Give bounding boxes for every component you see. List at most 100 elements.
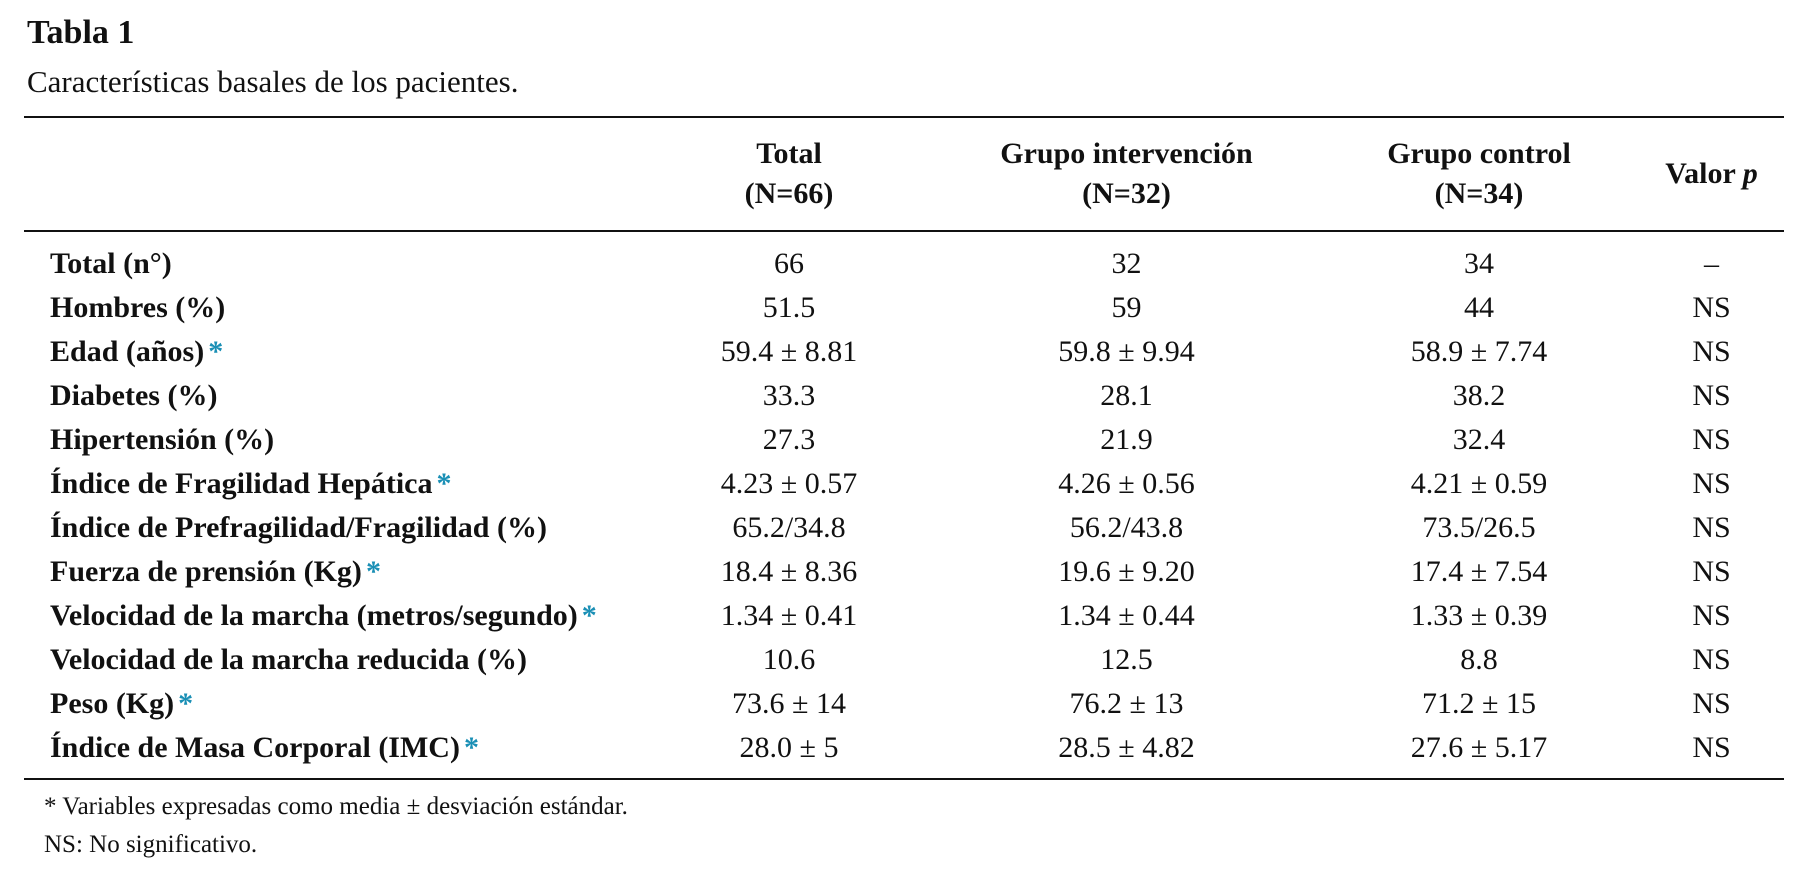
row-label: Índice de Fragilidad Hepática <box>50 467 433 500</box>
header-cell-p-value: Valor p <box>1639 118 1784 230</box>
value-total: 73.6 ± 14 <box>732 687 846 720</box>
footnote-marker: * <box>436 467 452 500</box>
header-cell-total: Total (N=66) <box>644 118 934 230</box>
row-label: Peso (Kg) <box>50 687 175 720</box>
table-row: Total (n°) 66 32 34 – <box>24 232 1784 286</box>
value-intervention: 59 <box>1111 291 1142 324</box>
row-label-cell: Velocidad de la marcha reducida (%) <box>24 638 644 682</box>
row-label: Índice de Masa Corporal (IMC) <box>50 731 460 764</box>
header-total-line1: Total <box>756 137 822 170</box>
row-label-cell: Fuerza de prensión (Kg) * <box>24 550 644 594</box>
value-control: 17.4 ± 7.54 <box>1410 555 1548 588</box>
footnote-marker: * <box>178 687 194 720</box>
row-label: Edad (años) <box>50 335 205 368</box>
value-intervention: 21.9 <box>1100 423 1153 456</box>
header-row: Total (N=66) Grupo intervención (N=32) G… <box>24 118 1784 230</box>
row-label: Diabetes (%) <box>50 379 218 412</box>
value-control: 34 <box>1464 247 1494 280</box>
value-control: 4.21 ± 0.59 <box>1410 467 1548 500</box>
header-intervention-line1: Grupo intervención <box>1000 137 1253 170</box>
row-label-cell: Índice de Masa Corporal (IMC) * <box>24 726 644 778</box>
table-row: Fuerza de prensión (Kg) * 18.4 ± 8.36 19.6 … <box>24 550 1784 594</box>
value-control: 32.4 <box>1452 423 1506 456</box>
value-p: NS <box>1692 379 1731 412</box>
row-label-cell: Índice de Prefragilidad/Fragilidad (%) <box>24 506 644 550</box>
value-p: NS <box>1692 643 1731 676</box>
row-label-cell: Hombres (%) <box>24 286 644 330</box>
value-total: 33.3 <box>762 379 816 412</box>
table-row: Índice de Prefragilidad/Fragilidad (%) 65… <box>24 506 1784 550</box>
value-intervention: 28.1 <box>1100 379 1153 412</box>
value-p: NS <box>1692 687 1731 720</box>
value-intervention: 32 <box>1111 247 1142 280</box>
header-control-line2: (N=34) <box>1434 177 1524 210</box>
value-intervention: 19.6 ± 9.20 <box>1058 555 1195 588</box>
value-control: 71.2 ± 15 <box>1422 687 1536 720</box>
header-control-line1: Grupo control <box>1387 137 1571 170</box>
row-label: Total (n°) <box>50 247 172 280</box>
bottom-rule <box>24 778 1784 780</box>
value-p: – <box>1704 247 1719 280</box>
header-total-line2: (N=66) <box>744 177 834 210</box>
footnote-marker: * <box>581 599 597 632</box>
value-total: 27.3 <box>762 423 816 456</box>
row-label-cell: Total (n°) <box>24 232 644 286</box>
footnote-marker: * <box>365 555 381 588</box>
header-cell-control: Grupo control (N=34) <box>1319 118 1639 230</box>
table-row: Índice de Masa Corporal (IMC) * 28.0 ± 5 28… <box>24 726 1784 778</box>
footnote-marker: * <box>208 335 224 368</box>
footnotes: * Variables expresadas como media ± desv… <box>27 788 1787 864</box>
table-row: Hipertensión (%) 27.3 21.9 32.4 NS <box>24 418 1784 462</box>
value-total: 51.5 <box>762 291 816 324</box>
value-total: 18.4 ± 8.36 <box>720 555 858 588</box>
footnote-2: NS: No significativo. <box>44 831 258 858</box>
row-label-cell: Velocidad de la marcha (metros/segundo) * <box>24 594 644 638</box>
header-cell-label <box>24 118 644 230</box>
row-label: Hombres (%) <box>50 291 226 324</box>
footnote-1: * Variables expresadas como media ± desv… <box>44 793 628 820</box>
table-row: Edad (años) * 59.4 ± 8.81 59.8 ± 9.94 58.9 ±… <box>24 330 1784 374</box>
value-total: 59.4 ± 8.81 <box>720 335 858 368</box>
value-p: NS <box>1692 511 1731 544</box>
value-intervention: 76.2 ± 13 <box>1069 687 1184 720</box>
table-row: Índice de Fragilidad Hepática * 4.23 ± 0.5… <box>24 462 1784 506</box>
value-intervention: 28.5 ± 4.82 <box>1058 731 1195 764</box>
value-control: 27.6 ± 5.17 <box>1410 731 1548 764</box>
value-total: 28.0 ± 5 <box>739 731 839 764</box>
table-title: Tabla 1 <box>27 14 135 51</box>
row-label-cell: Hipertensión (%) <box>24 418 644 462</box>
value-p: NS <box>1692 423 1731 456</box>
value-control: 8.8 <box>1460 643 1498 676</box>
footnote-marker: * <box>463 731 479 764</box>
value-control: 58.9 ± 7.74 <box>1410 335 1548 368</box>
value-control: 73.5/26.5 <box>1422 511 1536 544</box>
row-label: Velocidad de la marcha reducida (%) <box>50 643 527 676</box>
header-p-value-italic: p <box>1742 157 1758 190</box>
value-control: 1.33 ± 0.39 <box>1410 599 1548 632</box>
value-intervention: 4.26 ± 0.56 <box>1058 467 1195 500</box>
value-intervention: 59.8 ± 9.94 <box>1058 335 1195 368</box>
value-total: 65.2/34.8 <box>732 511 846 544</box>
value-p: NS <box>1692 291 1731 324</box>
table-row: Hombres (%) 51.5 59 44 NS <box>24 286 1784 330</box>
table-row: Peso (Kg) * 73.6 ± 14 76.2 ± 13 71.2 ± 15 NS <box>24 682 1784 726</box>
value-control: 38.2 <box>1452 379 1506 412</box>
header-rule <box>24 230 1784 232</box>
row-label: Hipertensión (%) <box>50 423 275 456</box>
row-label-cell: Índice de Fragilidad Hepática * <box>24 462 644 506</box>
row-label: Velocidad de la marcha (metros/segundo) <box>50 599 578 632</box>
row-label: Índice de Prefragilidad/Fragilidad (%) <box>50 511 547 544</box>
value-total: 66 <box>774 247 804 280</box>
table-caption: Características basales de los pacientes… <box>27 64 519 99</box>
value-total: 10.6 <box>762 643 816 676</box>
header-p-value-text: Valor <box>1665 157 1743 190</box>
row-label-cell: Edad (años) * <box>24 330 644 374</box>
value-p: NS <box>1692 599 1731 632</box>
table-row: Diabetes (%) 33.3 28.1 38.2 NS <box>24 374 1784 418</box>
top-rule <box>24 116 1784 118</box>
value-intervention: 12.5 <box>1100 643 1153 676</box>
table-row: Velocidad de la marcha reducida (%) 10.6 1… <box>24 638 1784 682</box>
value-p: NS <box>1692 335 1731 368</box>
row-label-cell: Peso (Kg) * <box>24 682 644 726</box>
value-intervention: 1.34 ± 0.44 <box>1058 599 1195 632</box>
